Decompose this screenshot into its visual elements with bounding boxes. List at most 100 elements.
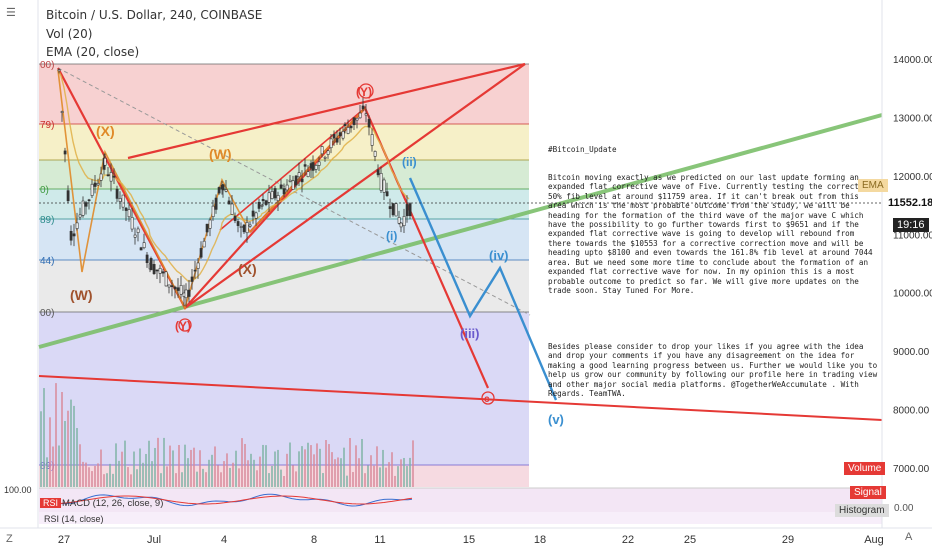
volume-bar bbox=[394, 475, 396, 487]
volume-bar bbox=[325, 440, 327, 487]
last-price-tag: 11552.18 bbox=[884, 196, 932, 210]
wave-marker-circle bbox=[178, 318, 192, 332]
candle bbox=[314, 165, 318, 170]
volume-bar bbox=[58, 445, 60, 487]
time-axis[interactable] bbox=[0, 528, 932, 550]
red-wave-lines[interactable] bbox=[57, 62, 526, 389]
volume-bar bbox=[277, 449, 279, 487]
volume-bar bbox=[67, 410, 69, 487]
candle bbox=[112, 175, 116, 178]
fib-retracement[interactable] bbox=[39, 63, 529, 487]
candle bbox=[164, 271, 168, 287]
candle bbox=[405, 204, 409, 217]
volume-bar bbox=[184, 444, 186, 487]
auto-scale-button[interactable]: A bbox=[905, 531, 913, 543]
volume-bar bbox=[250, 453, 252, 487]
candle bbox=[75, 222, 79, 229]
rsi-label[interactable]: RSI (14, close) bbox=[44, 514, 104, 524]
volume-bar bbox=[145, 453, 147, 487]
volume-bar bbox=[64, 420, 66, 487]
volume-bar bbox=[187, 458, 189, 487]
price-axis-labels: 7000.00 8000.00 9000.00 10000.00 11000.00 120… bbox=[893, 55, 932, 475]
candle bbox=[291, 180, 295, 190]
idea-description: #Bitcoin_Update Bitcoin moving exactly a… bbox=[548, 126, 878, 408]
volume-bar bbox=[391, 452, 393, 487]
price-axis[interactable] bbox=[882, 0, 932, 528]
volume-bar bbox=[319, 448, 321, 487]
volume-bar bbox=[268, 473, 270, 487]
candle bbox=[170, 285, 174, 287]
candle bbox=[149, 258, 153, 271]
candle bbox=[376, 169, 380, 176]
candle bbox=[408, 203, 412, 216]
green-support-trendline[interactable] bbox=[38, 113, 883, 349]
volume-bar bbox=[223, 461, 225, 487]
rsi-badge[interactable]: RSI bbox=[40, 498, 62, 508]
candle bbox=[118, 198, 122, 202]
volume-bar bbox=[193, 447, 195, 487]
candle bbox=[402, 216, 406, 227]
time-tick-label: 4 bbox=[221, 534, 227, 546]
volume-bar bbox=[124, 440, 126, 487]
macd-label[interactable]: MACD (12, 26, close, 9) bbox=[62, 498, 164, 509]
candle bbox=[142, 242, 146, 249]
menu-icon[interactable]: ☰ bbox=[6, 7, 16, 19]
candle bbox=[205, 223, 209, 233]
candle bbox=[109, 172, 113, 182]
volume-bar bbox=[106, 473, 108, 487]
volume-bar bbox=[52, 446, 54, 487]
candle bbox=[93, 182, 97, 187]
candle bbox=[257, 201, 261, 209]
blue-projection-path[interactable] bbox=[408, 177, 558, 401]
ema-indicator-label[interactable]: EMA (20, close) bbox=[46, 45, 140, 59]
volume-bar bbox=[235, 450, 237, 487]
orange-wave-path[interactable] bbox=[57, 69, 366, 311]
volume-bar bbox=[82, 461, 84, 487]
volume-bar bbox=[289, 442, 291, 487]
candle bbox=[230, 203, 234, 215]
rsi-pane[interactable] bbox=[39, 512, 882, 524]
volume-bar bbox=[241, 438, 243, 487]
red-lower-trendline[interactable] bbox=[38, 375, 883, 421]
volume-indicator-label[interactable]: Vol (20) bbox=[46, 27, 93, 41]
candle bbox=[288, 179, 292, 182]
candle bbox=[84, 202, 88, 207]
volume-bar bbox=[352, 472, 354, 487]
signal-tag: Signal bbox=[850, 486, 886, 499]
macd-pane[interactable] bbox=[39, 488, 882, 512]
volume-bar bbox=[121, 451, 123, 487]
fib-label: 89) bbox=[40, 215, 54, 226]
z-icon[interactable]: Z bbox=[6, 533, 13, 545]
volume-bar bbox=[301, 446, 303, 487]
fib-label: 44) bbox=[40, 256, 54, 267]
candle bbox=[211, 205, 215, 217]
time-tick-label: 8 bbox=[311, 534, 317, 546]
price-tick-label: 12000.00 bbox=[893, 172, 932, 183]
time-tick-label: 18 bbox=[534, 534, 546, 546]
candle bbox=[391, 203, 395, 216]
countdown-tag: 19:16 bbox=[893, 218, 929, 232]
candle bbox=[176, 287, 180, 291]
volume-bar bbox=[397, 466, 399, 487]
candle bbox=[279, 184, 283, 189]
candle bbox=[306, 171, 310, 177]
wave-label: (ii) bbox=[402, 155, 417, 169]
rsi-axis-tag: 100.00 bbox=[4, 485, 32, 495]
fib-label: 00) bbox=[40, 308, 54, 319]
macd-line bbox=[39, 493, 413, 507]
volume-bar bbox=[127, 467, 129, 487]
volume-bar bbox=[217, 465, 219, 487]
volume-bar bbox=[103, 474, 105, 487]
candle bbox=[115, 188, 119, 199]
volume-bar bbox=[166, 466, 168, 487]
price-tick-label: 14000.00 bbox=[893, 55, 932, 66]
volume-bar bbox=[94, 465, 96, 487]
volume-bar bbox=[109, 463, 111, 487]
volume-bar bbox=[310, 445, 312, 487]
candle bbox=[106, 174, 110, 177]
symbol-title[interactable]: Bitcoin / U.S. Dollar, 240, COINBASE bbox=[46, 8, 263, 22]
candle bbox=[136, 228, 140, 233]
time-tick-label: 25 bbox=[684, 534, 696, 546]
volume-bar bbox=[226, 453, 228, 487]
